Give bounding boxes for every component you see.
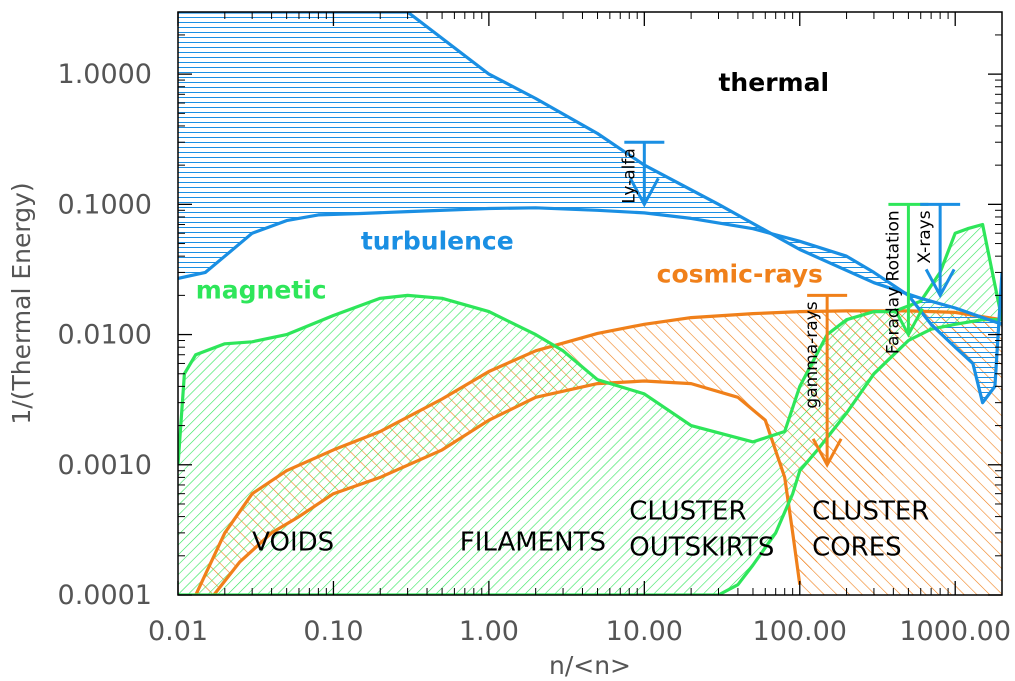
faraday-rotation-arrow-head [893, 307, 924, 338]
x-rays-arrow-head [924, 268, 956, 299]
cosmic-rays-label: cosmic-rays [657, 260, 823, 289]
cluster-cores-label: CLUSTER CORES [812, 497, 929, 563]
magnetic-label: magnetic [196, 275, 327, 304]
region-label-line: VOIDS [252, 527, 334, 557]
x-rays-label: X-rays [915, 210, 935, 263]
turbulence-label: turbulence [361, 227, 514, 256]
magnetic-upper-line [178, 222, 1002, 465]
y-tick-label: 0.0010 [58, 450, 152, 481]
turbulence-band [178, 12, 1002, 403]
x-tick-label: 0.01 [148, 616, 208, 647]
x-tick-label: 100.00 [753, 616, 847, 647]
ly-alfa-arrow-head [629, 177, 660, 208]
turbulence-lower-line [178, 206, 1002, 405]
ly-alfa-label: Ly-alfa [619, 148, 639, 203]
gamma-rays-label: gamma-rays [802, 301, 822, 408]
region-label-line: CORES [812, 533, 902, 563]
cosmicrays-upper-line [194, 309, 1002, 595]
filaments-label: FILAMENTS [460, 527, 606, 557]
region-label-line: OUTSKIRTS [629, 533, 774, 563]
region-label-line: CLUSTER [812, 497, 929, 527]
y-tick-label: 0.1000 [58, 189, 152, 220]
voids-label: VOIDS [252, 527, 334, 557]
gamma-rays-arrow-head [811, 438, 843, 468]
plot-frame [177, 11, 1003, 596]
faraday-rotation-label: Faraday Rotation [883, 210, 903, 354]
region-label-line: CLUSTER [629, 497, 746, 527]
magnetic-lower-line [178, 318, 1002, 595]
x-tick-label: 0.10 [303, 616, 363, 647]
cosmicrays-lower-line [212, 379, 802, 595]
x-axis-title: n/<n> [549, 651, 631, 680]
y-tick-label: 0.0100 [58, 320, 152, 351]
magnetic-band [178, 224, 1002, 595]
x-tick-label: 1.00 [459, 616, 519, 647]
x-tick-label: 1000.00 [899, 616, 1011, 647]
y-tick-label: 1.0000 [58, 59, 152, 90]
cluster-outskirts-label: CLUSTER OUTSKIRTS [629, 497, 774, 563]
thermal-label: thermal [718, 68, 829, 97]
x-tick-label: 10.00 [606, 616, 683, 647]
y-axis-title: 1/(Thermal Energy) [7, 182, 36, 424]
y-tick-label: 0.0001 [58, 580, 152, 611]
region-label-line: FILAMENTS [460, 527, 606, 557]
